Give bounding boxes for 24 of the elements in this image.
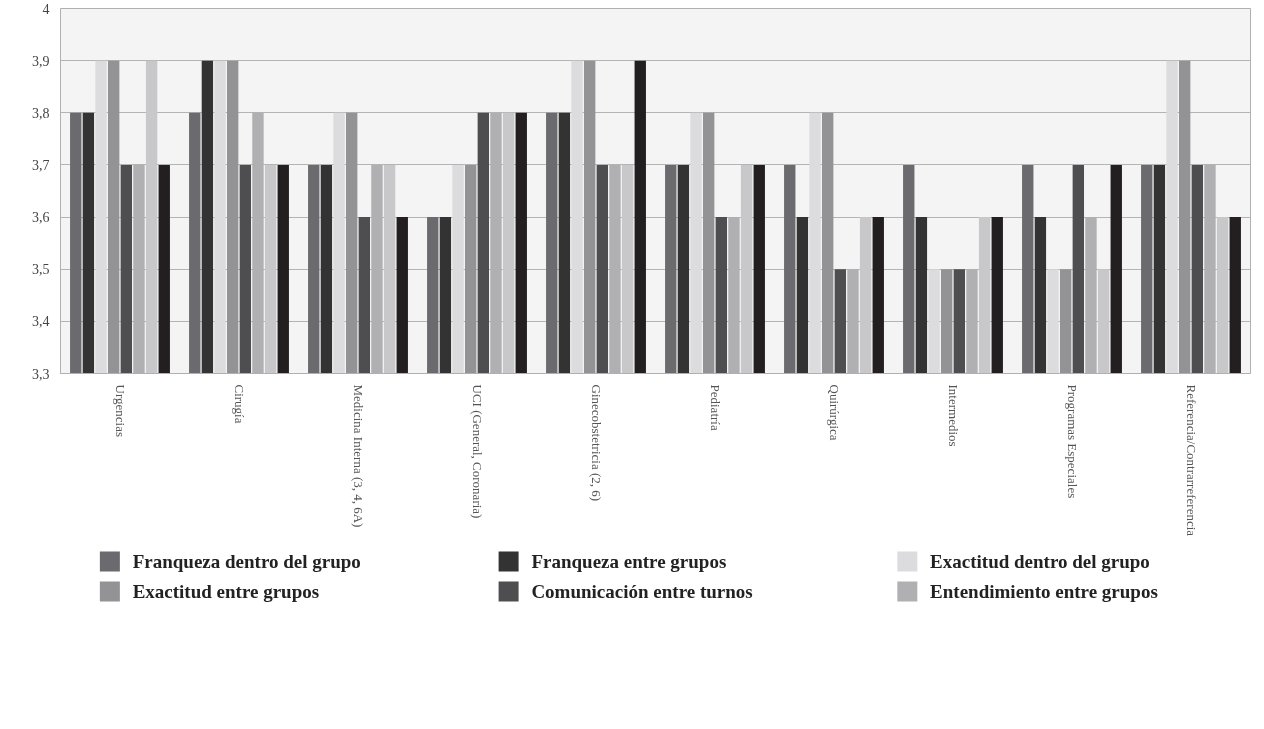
- x-tick-label: Urgencias: [112, 384, 128, 437]
- x-tick-label: Intermedios: [945, 384, 961, 447]
- y-tick-label: 3,3: [32, 366, 50, 382]
- y-tick-label: 3,8: [32, 105, 50, 121]
- legend-label: Exactitud entre grupos: [132, 581, 320, 602]
- x-tick-label: Pediatría: [707, 384, 723, 431]
- y-tick-label: 3,4: [32, 314, 50, 330]
- x-tick-label: Referencia/Contrarreferencia: [1183, 384, 1199, 537]
- y-tick-label: 3,9: [32, 53, 50, 69]
- x-tick-label: Cirugía: [231, 384, 247, 424]
- legend-label: Comunicación entre turnos: [531, 581, 753, 602]
- x-tick-label: UCI (General, Coronaria): [469, 384, 485, 519]
- x-tick-label: Medicina Interna (3, 4, 6A): [350, 384, 366, 528]
- legend-label: Entendimiento entre grupos: [930, 581, 1158, 602]
- y-tick-label: 3,7: [32, 157, 50, 173]
- y-tick-label: 3,6: [32, 210, 50, 226]
- y-tick-label: 4: [42, 1, 50, 17]
- legend-label: Exactitud dentro del grupo: [930, 551, 1150, 572]
- x-tick-label: Programas Especiales: [1064, 384, 1080, 499]
- legend-label: Franqueza dentro del grupo: [132, 551, 361, 572]
- y-tick-label: 3,5: [32, 262, 50, 278]
- x-tick-label: Quirúrgica: [826, 384, 842, 441]
- x-tick-label: Ginecobstetricia (2, 6): [588, 384, 604, 502]
- legend-label: Franqueza entre grupos: [531, 551, 727, 572]
